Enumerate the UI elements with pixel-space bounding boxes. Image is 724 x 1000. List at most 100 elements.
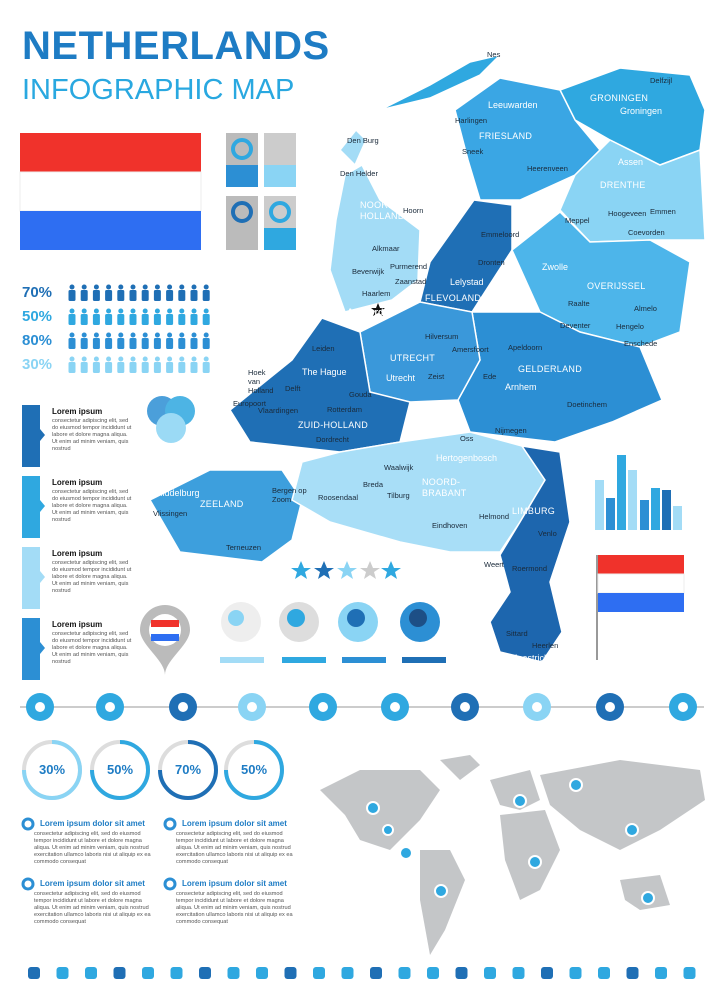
city-label: Assen [618, 157, 644, 167]
small-icon [56, 967, 69, 979]
note-arrow [40, 500, 45, 512]
city-label: Heerenveen [527, 164, 568, 173]
icon-glyph [247, 702, 257, 712]
tiles [226, 133, 296, 250]
province-label: GELDERLAND [518, 364, 583, 374]
city-label: Amersfoort [452, 345, 489, 354]
person-head [81, 284, 87, 290]
person-body [105, 362, 113, 373]
person-body [80, 290, 88, 301]
note-dot [163, 877, 177, 891]
bottom-note-title: Lorem ipsum dolor sit amet [182, 879, 287, 888]
city-label: Weert [484, 560, 504, 569]
person-body [153, 338, 161, 349]
person-head [93, 284, 99, 290]
note-bar [22, 476, 40, 538]
city-label: The Hague [302, 367, 347, 377]
note-arrow [40, 642, 45, 654]
small-icon [341, 967, 354, 979]
person-body [92, 290, 100, 301]
person-head [69, 356, 75, 362]
city-label: Arnhem [505, 382, 537, 392]
person-head [130, 356, 136, 362]
person-body [141, 314, 149, 325]
small-icon [227, 967, 240, 979]
small-icon [142, 967, 154, 979]
ring-arc [22, 740, 82, 800]
small-icon [28, 967, 40, 979]
person-body [141, 290, 149, 301]
person-body [80, 314, 88, 325]
person-body [105, 314, 113, 325]
drenthe [559, 139, 706, 243]
note-dot [21, 817, 35, 831]
city-label: Maastricht [510, 653, 552, 663]
person-head [81, 332, 87, 338]
person-body [80, 338, 88, 349]
city-label: Middelburg [155, 488, 200, 498]
city-label: Den Burg [347, 136, 379, 145]
people [68, 284, 210, 373]
person-head [203, 284, 209, 290]
small-icon [512, 967, 525, 979]
city-label: Zaanstad [395, 277, 427, 286]
person-body [117, 290, 125, 301]
globes [220, 602, 446, 663]
ring-arc [90, 740, 150, 800]
icon-glyph [35, 702, 45, 712]
person-head [142, 332, 148, 338]
person-body [202, 338, 210, 349]
city-label: Zeist [428, 372, 445, 381]
person-body [202, 290, 210, 301]
city-label: Hengelo [616, 322, 644, 331]
small-icon [256, 967, 268, 979]
city-label: Dronten [478, 258, 505, 267]
small-icon [85, 967, 97, 979]
icon-glyph [178, 702, 188, 712]
city-label: Purmerend [390, 262, 428, 271]
person-body [166, 290, 174, 301]
icon-glyph [390, 702, 400, 712]
city-label: Emmen [650, 207, 676, 216]
pole-flag [596, 555, 685, 660]
city-label: Nijmegen [495, 426, 527, 435]
icon-glyph [605, 702, 615, 712]
note-title: Lorem ipsum [52, 620, 103, 629]
person-head [191, 332, 197, 338]
person-body [153, 362, 161, 373]
world-map [320, 755, 705, 955]
small-icon [427, 967, 439, 979]
person-body [166, 362, 174, 373]
person-body [166, 314, 174, 325]
city-label: Leeuwarden [488, 100, 538, 110]
city-label: Groningen [620, 106, 663, 116]
city-label: Hoogeveen [608, 209, 647, 218]
province-label: DRENTHE [600, 180, 646, 190]
ring-label: 50% [106, 762, 134, 777]
province-label: OVERIJSSEL [587, 281, 646, 291]
person-body [190, 338, 198, 349]
noord-holland [329, 163, 421, 313]
city-label: Roosendaal [318, 493, 359, 502]
ring-arc [158, 740, 218, 800]
world-pins [366, 778, 655, 905]
note-bar [22, 547, 40, 609]
flag-white [19, 171, 202, 212]
city-label: Enschede [624, 339, 658, 348]
bottom-note-title: Lorem ipsum dolor sit amet [182, 819, 287, 828]
city-label: Hoorn [403, 206, 424, 215]
province-label: FRIESLAND [479, 131, 533, 141]
person-body [117, 362, 125, 373]
province-label: ZEELAND [200, 499, 244, 509]
city-label: Almelo [634, 304, 657, 313]
small-icon [655, 967, 667, 979]
person-head [130, 332, 136, 338]
person-head [93, 356, 99, 362]
city-label: Harlingen [455, 116, 488, 125]
person-body [68, 290, 76, 301]
person-head [106, 356, 112, 362]
person-head [179, 356, 185, 362]
note-bar [22, 405, 40, 467]
